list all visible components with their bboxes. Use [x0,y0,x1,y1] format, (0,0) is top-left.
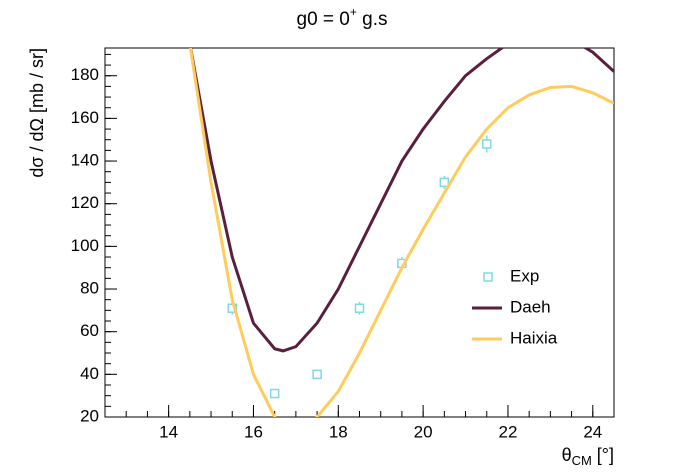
x-tick-label: 14 [159,422,178,441]
x-tick-label: 16 [244,422,263,441]
data-point [312,369,322,380]
legend-label: Exp [510,266,539,285]
data-point [482,139,492,149]
title-main: g0 = 0 [297,9,350,30]
data-point [269,388,280,399]
y-tick-label: 180 [71,65,99,84]
x-tick-label: 22 [498,422,517,441]
x-label-sub: CM [572,453,592,468]
legend-marker [483,272,493,282]
y-tick-label: 60 [80,321,99,340]
x-axis-label: θCM [°] [562,445,614,469]
data-point [354,303,365,313]
y-tick-label: 100 [71,236,99,255]
y-tick-label: 20 [80,406,99,425]
x-label-main: θ [562,445,572,465]
x-tick-label: 24 [583,422,602,441]
y-axis-label: dσ / dΩ [mb / sr] [27,48,47,178]
legend-label: Haixia [510,328,558,347]
x-tick-label: 18 [329,422,348,441]
plot-area [188,48,614,417]
legend-label: Daeh [510,297,551,316]
plot-frame [104,47,615,418]
title-sup: + [350,5,357,19]
y-tick-label: 40 [80,364,99,383]
line-series [189,48,614,353]
y-tick-label: 80 [80,279,99,298]
data-point [439,177,450,188]
y-tick-label: 120 [71,193,99,212]
x-label-rest: [°] [592,445,614,465]
y-tick-label: 140 [71,151,99,170]
chart-title: g0 = 0+ g.s [297,5,388,30]
line-series [188,48,614,417]
x-tick-label: 20 [414,422,433,441]
y-tick-label: 160 [71,108,99,127]
title-rest: g.s [357,9,388,30]
